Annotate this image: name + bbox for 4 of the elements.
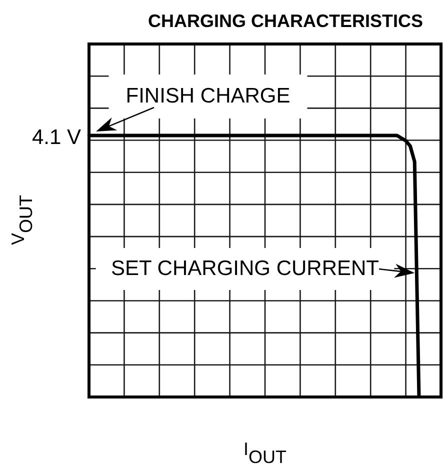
annotation: FINISH CHARGE: [126, 84, 290, 108]
annotation: SET CHARGING CURRENT: [111, 256, 380, 280]
chart-title: CHARGING CHARACTERISTICS: [148, 11, 424, 31]
text: 4.1 V: [32, 126, 81, 149]
